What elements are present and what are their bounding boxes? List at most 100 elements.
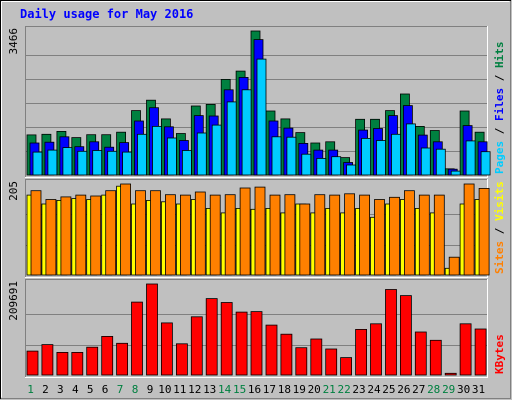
bar-hits-pages-day-21 [331, 156, 342, 176]
legend-part: Sites [493, 241, 506, 274]
x-tick-label-day-5: 5 [87, 383, 94, 396]
bar-hits-pages-day-30 [465, 140, 476, 176]
x-tick-label-day-21: 21 [323, 383, 336, 396]
legend-part: Pages [493, 141, 506, 174]
bar-visits-sites-day-22 [344, 193, 356, 276]
bar-hits-pages-day-1 [32, 151, 43, 176]
bar-kbytes-kbytes-day-28 [429, 339, 442, 376]
x-tick-label-day-17: 17 [263, 383, 276, 396]
bar-kbytes-kbytes-day-23 [355, 328, 368, 376]
bar-visits-sites-day-9 [150, 190, 161, 276]
bar-hits-pages-day-20 [316, 157, 327, 176]
x-tick-label-day-22: 22 [337, 383, 350, 396]
x-tick-label-day-15: 15 [233, 383, 246, 396]
bar-kbytes-kbytes-day-25 [385, 289, 397, 376]
x-tick-label-day-4: 4 [72, 383, 79, 396]
bar-hits-pages-day-19 [301, 153, 312, 176]
panels-layer: 3466 Pages / Files / Hits 205 Sites / Visit… [7, 26, 506, 378]
x-tick-label-day-28: 28 [427, 383, 440, 396]
x-tick-label-day-9: 9 [147, 383, 154, 396]
bar-kbytes-kbytes-day-7 [116, 342, 128, 376]
bar-visits-sites-day-21 [329, 194, 341, 276]
bar-hits-pages-day-23 [361, 137, 372, 176]
legend-part: Visits [493, 181, 506, 221]
bar-kbytes-kbytes-day-31 [474, 328, 487, 376]
bar-kbytes-kbytes-day-21 [325, 348, 338, 376]
bar-kbytes-kbytes-day-13 [205, 298, 218, 376]
bar-visits-sites-day-27 [418, 194, 430, 276]
bar-visits-sites-day-4 [75, 194, 87, 276]
bar-hits-pages-day-6 [107, 150, 118, 176]
bar-visits-sites-day-23 [359, 194, 371, 276]
bar-kbytes-kbytes-day-2 [41, 344, 54, 376]
bar-kbytes-kbytes-day-5 [86, 346, 99, 376]
bar-visits-sites-day-19 [299, 203, 311, 276]
bar-kbytes-kbytes-day-4 [71, 351, 84, 376]
bar-visits-sites-day-29 [448, 256, 460, 276]
bar-kbytes-kbytes-day-1 [26, 350, 39, 376]
bar-kbytes-kbytes-day-16 [250, 311, 263, 376]
bar-visits-sites-day-18 [284, 194, 296, 276]
x-tick-label-day-14: 14 [218, 383, 232, 396]
x-tick-label-day-18: 18 [278, 383, 291, 396]
bar-visits-sites-day-13 [209, 194, 221, 276]
bar-visits-sites-day-25 [389, 196, 400, 276]
bar-visits-sites-day-2 [45, 199, 57, 276]
bar-visits-sites-day-10 [164, 194, 176, 276]
max-label-hits: 3466 [7, 28, 20, 55]
bar-kbytes-kbytes-day-6 [101, 335, 114, 376]
legend-visits: Sites / Visits [493, 181, 506, 274]
x-tick-label-day-1: 1 [27, 383, 34, 396]
x-tick-label-day-20: 20 [308, 383, 321, 396]
bar-kbytes-kbytes-day-29 [444, 372, 457, 376]
bar-hits-pages-day-25 [391, 133, 401, 176]
x-tick-label-day-24: 24 [367, 383, 381, 396]
bar-visits-sites-day-15 [239, 187, 251, 276]
legend-part: / [493, 221, 506, 241]
bar-visits-sites-day-6 [105, 190, 117, 276]
bar-visits-sites-day-24 [374, 199, 385, 276]
bar-kbytes-kbytes-day-12 [190, 316, 203, 376]
bar-kbytes-kbytes-day-3 [56, 351, 69, 376]
bar-hits-pages-day-4 [77, 150, 88, 176]
bar-hits-pages-day-14 [226, 101, 237, 176]
bar-kbytes-kbytes-day-27 [414, 331, 427, 376]
x-tick-label-day-19: 19 [293, 383, 306, 396]
legend-kbytes: KBytes [493, 334, 506, 374]
x-tick-label-day-11: 11 [173, 383, 186, 396]
bar-kbytes-kbytes-day-15 [235, 311, 248, 376]
bar-visits-sites-day-3 [60, 196, 72, 276]
legend-part: Hits [493, 42, 506, 69]
bar-visits-sites-day-30 [463, 183, 475, 276]
bar-visits-sites-day-8 [135, 190, 146, 276]
bar-visits-sites-day-26 [403, 190, 415, 276]
bar-kbytes-kbytes-day-8 [131, 301, 143, 376]
x-tick-label-day-13: 13 [203, 383, 216, 396]
bar-visits-sites-day-28 [433, 194, 445, 276]
bar-hits-pages-day-16 [256, 58, 267, 176]
x-tick-label-day-12: 12 [188, 383, 201, 396]
chart-title: Daily usage for May 2016 [20, 7, 193, 21]
bar-hits-pages-day-28 [435, 148, 446, 176]
panel-kbytes: 209691 KBytes [7, 279, 506, 378]
bar-hits-pages-day-2 [47, 149, 58, 176]
x-tick-labels: 1 2 3 4 5 6 7 8 9 10 11 12 13 14 15 16 17 18 19 20 21 22 23 24 2… [27, 383, 485, 396]
bar-kbytes-kbytes-day-11 [175, 343, 188, 376]
bar-kbytes-kbytes-day-26 [399, 295, 412, 376]
bar-hits-pages-day-29 [450, 170, 461, 176]
legend-hits: Pages / Files / Hits [493, 42, 506, 175]
x-tick-label-day-16: 16 [248, 383, 261, 396]
x-tick-label-day-31: 31 [472, 383, 485, 396]
bar-hits-pages-day-9 [152, 126, 162, 176]
bar-visits-sites-day-11 [179, 194, 191, 276]
bar-kbytes-kbytes-day-10 [160, 322, 173, 376]
bar-hits-pages-day-22 [346, 164, 357, 176]
bar-kbytes-kbytes-day-14 [220, 302, 233, 376]
bar-hits-pages-day-8 [137, 133, 147, 176]
x-tick-label-day-26: 26 [397, 383, 410, 396]
bar-hits-pages-day-11 [181, 150, 192, 176]
bar-hits-pages-day-26 [405, 123, 416, 176]
x-tick-label-day-2: 2 [42, 383, 49, 396]
